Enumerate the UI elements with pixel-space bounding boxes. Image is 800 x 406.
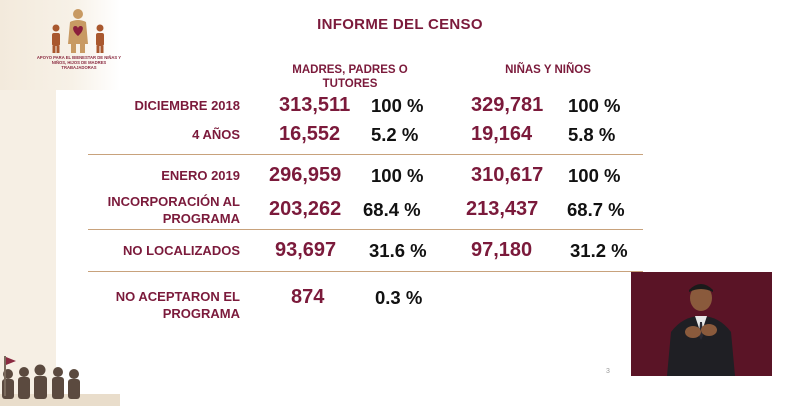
children-value-december-2018: 329,781 [471, 94, 544, 116]
parents-pct-not-located: 31.6 % [369, 240, 427, 261]
divider [88, 271, 643, 272]
row-label-not-located: NO LOCALIZADOS [123, 243, 240, 258]
children-value-january-2019: 310,617 [471, 164, 544, 186]
program-logo-icon [52, 9, 104, 53]
parents-value-program-enrollment: 203,262 [269, 198, 342, 220]
parents-pct-january-2019: 100 % [371, 165, 424, 186]
page-number: 3 [606, 368, 610, 375]
children-pct-4-years: 5.8 % [568, 124, 616, 145]
children-value-4-years: 19,164 [471, 123, 533, 145]
children-pct-not-located: 31.2 % [570, 240, 628, 261]
slide-title: INFORME DEL CENSO [317, 16, 483, 33]
sign-language-interpreter-video [631, 272, 772, 376]
row-label-january-2019: ENERO 2019 [161, 168, 240, 183]
parents-value-december-2018: 313,511 [279, 94, 351, 116]
parents-pct-did-not-accept: 0.3 % [375, 287, 423, 308]
parents-pct-december-2018: 100 % [371, 95, 424, 116]
divider [88, 229, 643, 230]
children-pct-january-2019: 100 % [568, 165, 621, 186]
divider [88, 154, 643, 155]
parents-value-4-years: 16,552 [279, 123, 341, 145]
row-label-4-years: 4 AÑOS [192, 127, 240, 142]
column-header-children: NIÑAS Y NIÑOS [505, 64, 591, 76]
row-label-did-not-accept: NO ACEPTARON EL PROGRAMA [115, 289, 240, 321]
parents-value-did-not-accept: 874 [291, 286, 325, 308]
heroes-illustration-icon [0, 356, 120, 406]
children-value-not-located: 97,180 [471, 239, 533, 261]
children-pct-december-2018: 100 % [568, 95, 621, 116]
children-pct-program-enrollment: 68.7 % [567, 199, 625, 220]
parents-pct-4-years: 5.2 % [371, 124, 419, 145]
column-header-parents: MADRES, PADRES O TUTORES [292, 64, 408, 90]
parents-pct-program-enrollment: 68.4 % [363, 199, 421, 220]
parents-value-not-located: 93,697 [275, 239, 337, 261]
children-value-program-enrollment: 213,437 [466, 198, 539, 220]
parents-value-january-2019: 296,959 [269, 164, 342, 186]
row-label-program-enrollment: INCORPORACIÓN AL PROGRAMA [107, 194, 240, 226]
row-label-december-2018: DICIEMBRE 2018 [134, 98, 240, 113]
logo-caption: APOYO PARA EL BIENESTAR DE NIÑAS Y NIÑOS… [36, 55, 122, 70]
interpreter-person-icon [631, 272, 772, 376]
